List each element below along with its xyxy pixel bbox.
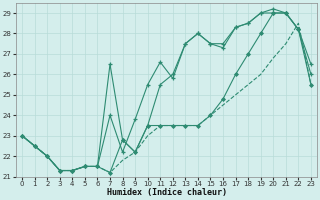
X-axis label: Humidex (Indice chaleur): Humidex (Indice chaleur) — [107, 188, 227, 197]
